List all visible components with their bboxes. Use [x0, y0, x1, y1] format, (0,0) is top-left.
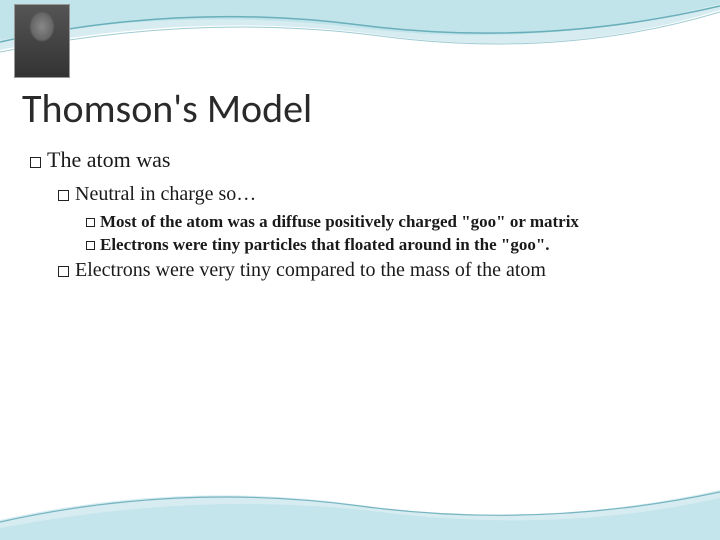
portrait-image: [14, 4, 70, 78]
bullet-text: Neutral in charge so…: [75, 183, 256, 205]
bullet-text: Most of the atom was a diffuse positivel…: [100, 212, 579, 231]
square-bullet-icon: [58, 266, 69, 277]
bullet-text: Electrons were tiny particles that float…: [100, 235, 550, 254]
square-bullet-icon: [30, 157, 41, 168]
top-decorative-wave: [0, 0, 720, 90]
square-bullet-icon: [86, 218, 95, 227]
bottom-decorative-wave: [0, 470, 720, 540]
slide-title: Thomson's Model: [22, 84, 312, 133]
bullet-level-3: Electrons were tiny particles that float…: [86, 234, 690, 255]
square-bullet-icon: [58, 190, 69, 201]
square-bullet-icon: [86, 241, 95, 250]
bullet-level-2: Electrons were very tiny compared to the…: [58, 257, 690, 283]
bullet-level-1: The atom was: [30, 146, 690, 175]
bullet-level-2: Neutral in charge so…: [58, 181, 690, 207]
bullet-text: The atom was: [47, 147, 170, 172]
slide-body: The atom was Neutral in charge so… Most …: [30, 146, 690, 287]
bullet-text: Electrons were very tiny compared to the…: [75, 259, 546, 281]
bullet-level-3: Most of the atom was a diffuse positivel…: [86, 211, 690, 232]
